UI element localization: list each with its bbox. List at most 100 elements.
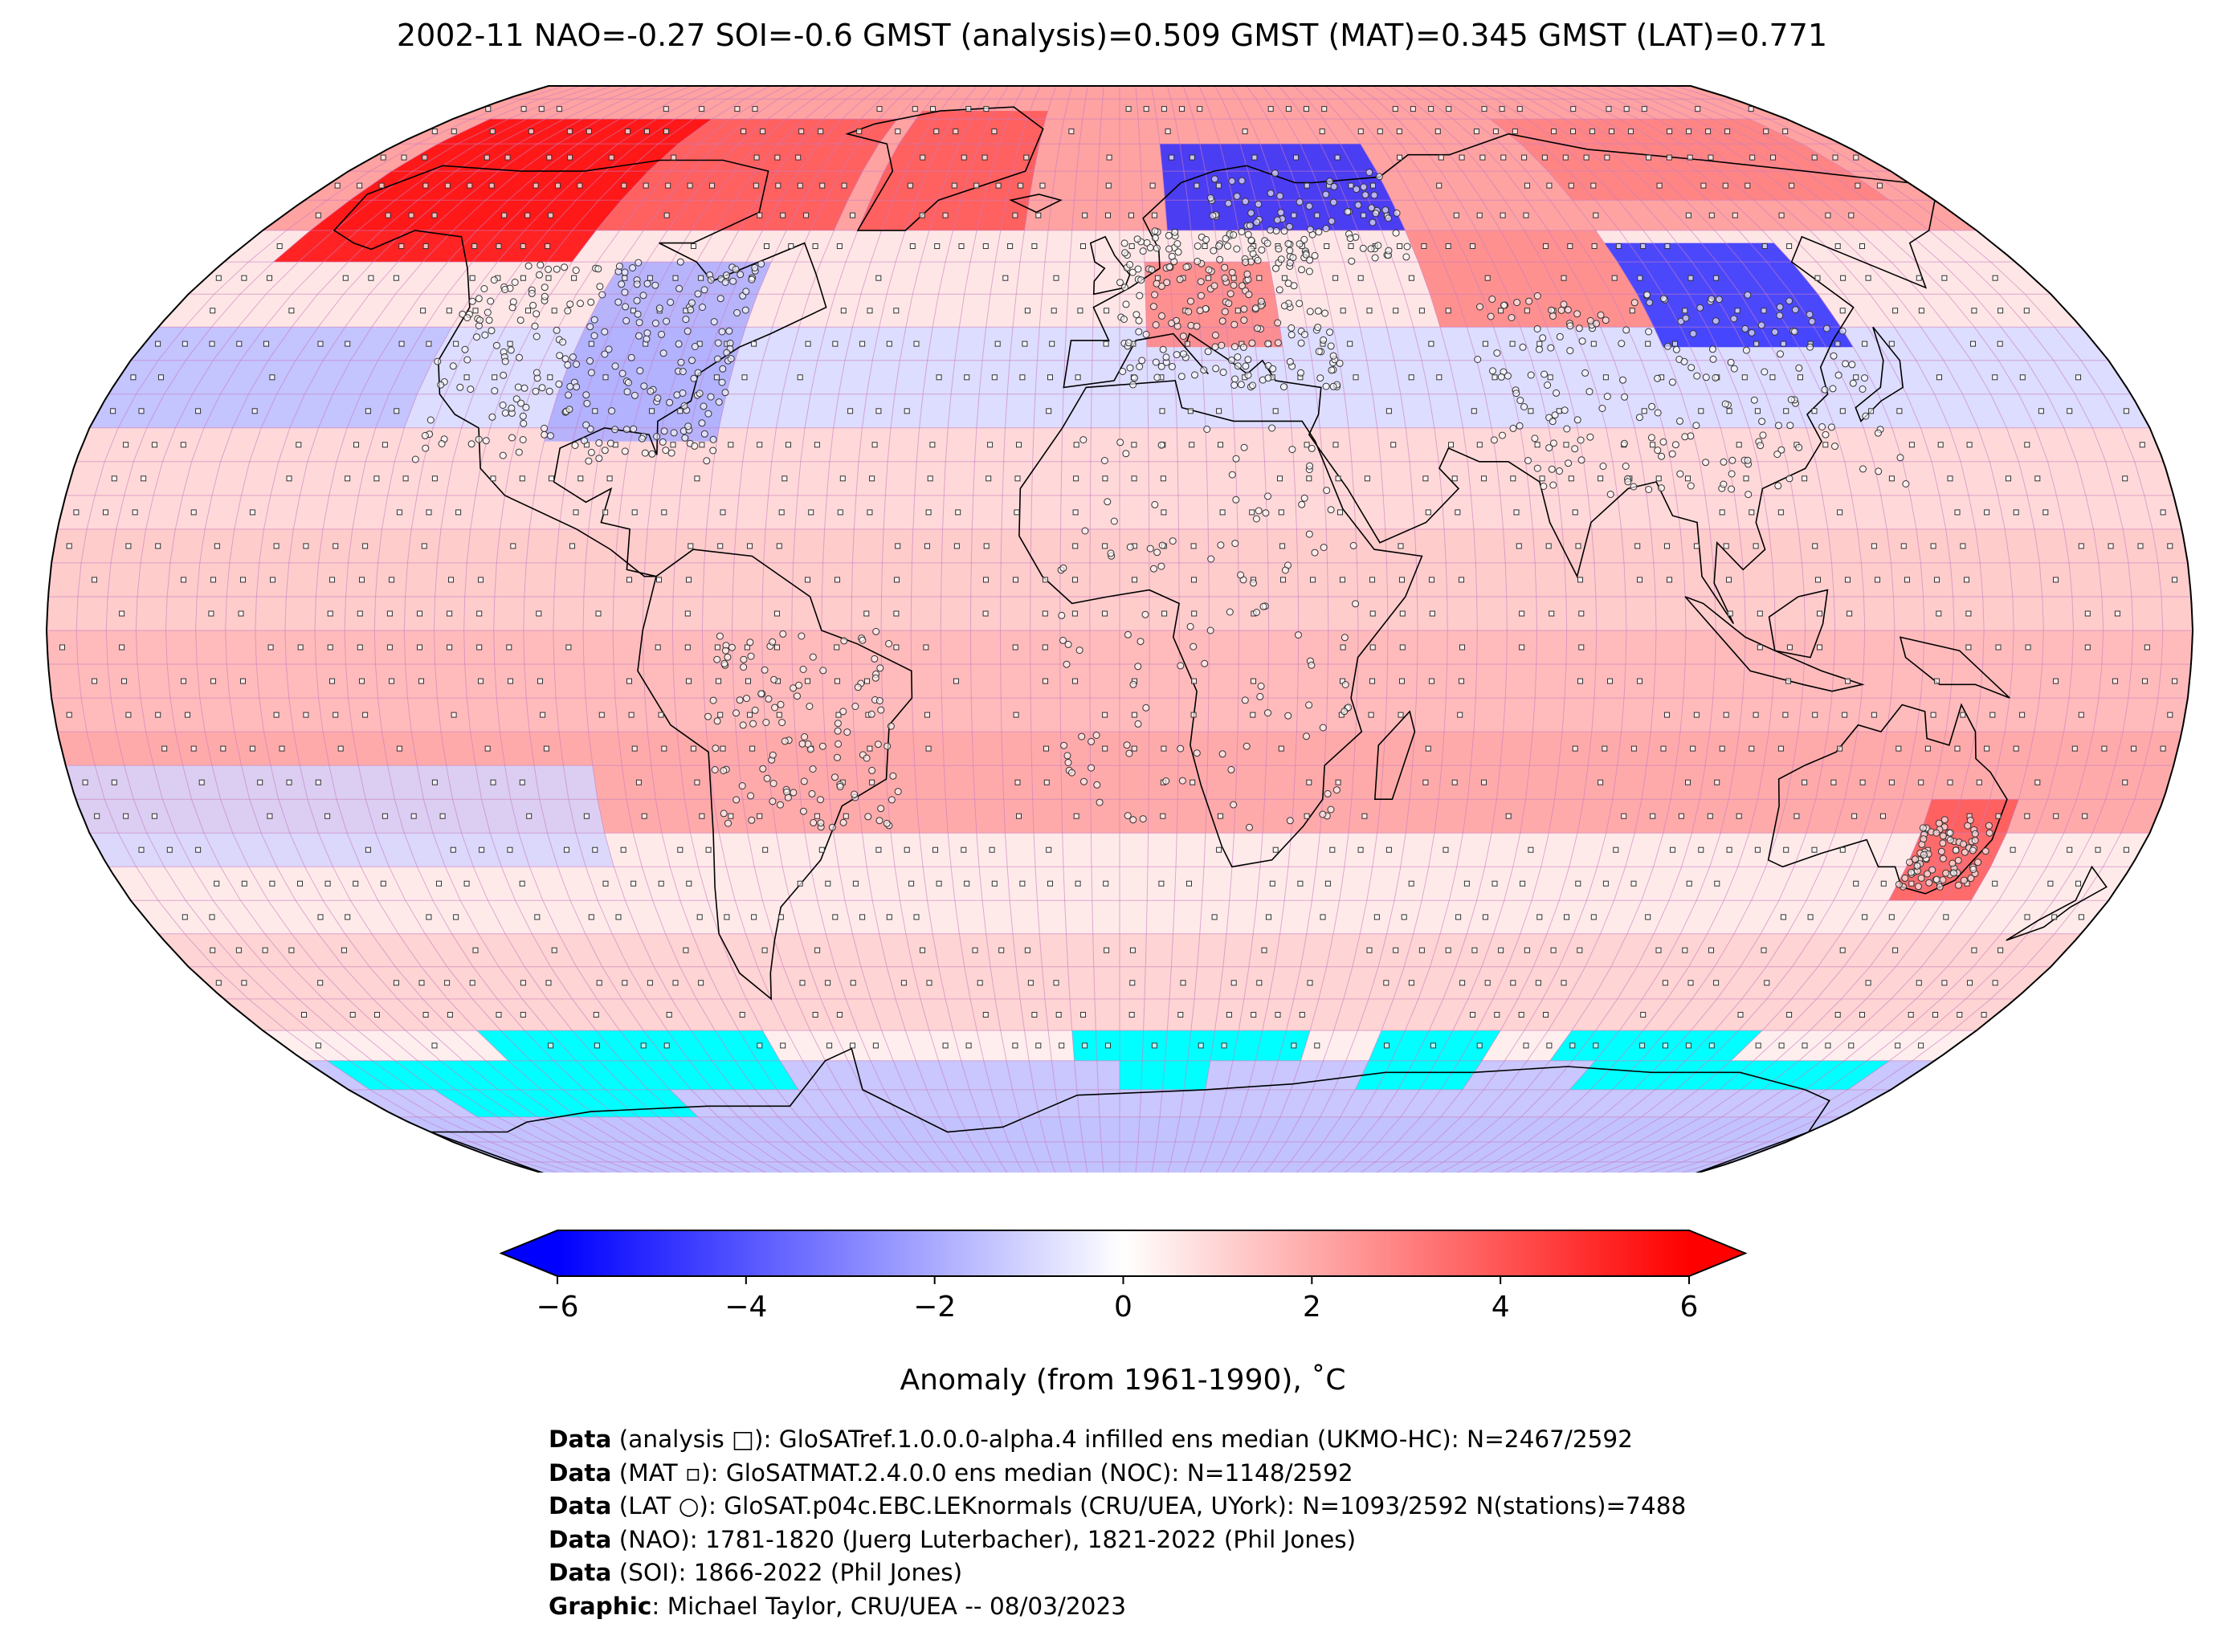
station-marker [1244,230,1252,239]
grid-marker [543,745,549,752]
grid-marker [408,212,414,218]
station-marker [711,766,719,773]
grid-marker [714,644,720,651]
station-marker [1153,244,1161,252]
grid-marker [1965,610,1972,617]
station-marker [1681,433,1689,441]
grid-marker [965,1042,972,1049]
grid-marker [2123,846,2129,853]
grid-marker [1470,1012,1475,1018]
station-marker [1319,724,1327,732]
grid-marker [1876,182,1883,189]
colorbar-outline [499,1230,1748,1277]
grid-marker [1755,1042,1761,1049]
grid-marker [327,610,333,617]
station-marker [1284,712,1292,720]
grid-marker [373,475,380,482]
station-marker [1201,659,1209,667]
station-marker [663,317,671,325]
grid-marker [1453,212,1459,218]
grid-marker [1528,846,1534,853]
station-marker [633,296,641,304]
grid-marker [393,275,399,281]
grid-marker [774,610,780,617]
grid-marker [1687,275,1694,281]
grid-marker [744,644,750,651]
grid-marker [269,880,275,887]
station-marker [541,283,549,292]
grid-marker [869,475,875,482]
grid-marker [182,914,188,920]
station-marker [1240,316,1248,324]
station-marker [456,383,464,391]
grid-marker [666,1012,672,1018]
station-marker [1320,336,1328,344]
grid-marker [1764,980,1770,986]
station-marker [1827,423,1835,431]
grid-marker [1568,182,1574,189]
grid-marker [814,442,820,448]
station-marker [1221,274,1229,282]
grid-marker [1385,408,1392,414]
grid-marker [1995,644,2002,651]
grid-marker [279,745,285,752]
grid-marker [1602,745,1608,752]
station-marker [1563,425,1571,433]
grid-marker [1047,880,1053,887]
grid-marker [1563,442,1569,448]
station-marker [635,259,643,267]
station-marker [434,357,442,365]
station-marker [621,268,629,276]
grid-marker [1916,275,1922,281]
grid-marker [1436,374,1443,381]
station-marker [723,271,730,279]
station-marker [748,275,756,283]
station-marker [1179,332,1187,341]
grid-lon-line [165,86,613,1173]
grid-lon-line [940,86,1025,1173]
grid-marker [1459,980,1466,986]
grid-marker [625,128,630,135]
grid-marker [1687,980,1694,986]
grid-marker [1373,914,1380,920]
station-marker [1093,781,1101,789]
grid-marker [528,128,534,135]
station-marker [757,260,765,268]
grid-marker [301,1012,307,1018]
station-marker [1274,319,1282,327]
station-marker [1971,830,1979,838]
grid-marker [1848,212,1855,218]
station-marker [1861,374,1868,382]
station-marker [487,297,495,305]
grid-marker [431,475,438,482]
grid-marker [1918,779,1924,785]
grid-marker [1888,475,1895,482]
station-marker [721,389,729,397]
grid-marker [720,509,726,516]
grid-marker [1569,1042,1576,1049]
station-marker [1622,326,1630,334]
grid-marker [913,914,920,920]
station-marker [1556,467,1563,475]
grid-marker [1043,678,1048,684]
grid-marker [214,880,220,887]
station-marker [732,709,740,717]
station-marker [1624,478,1632,486]
station-marker [698,419,706,427]
station-marker [1242,362,1250,370]
grid-marker [1916,980,1922,986]
station-marker [1129,381,1137,389]
credit-label: Data [549,1559,612,1586]
grid-marker [508,678,513,684]
grid-marker [588,914,594,920]
station-marker [885,640,893,647]
grid-marker [2078,712,2084,718]
grid-marker [1932,1012,1938,1018]
station-marker [831,773,839,781]
station-marker [743,695,750,703]
station-marker [1257,682,1265,690]
grid-marker [663,1042,670,1049]
grid-marker [1082,212,1088,218]
grid-marker [92,577,97,583]
station-marker [1158,541,1166,549]
